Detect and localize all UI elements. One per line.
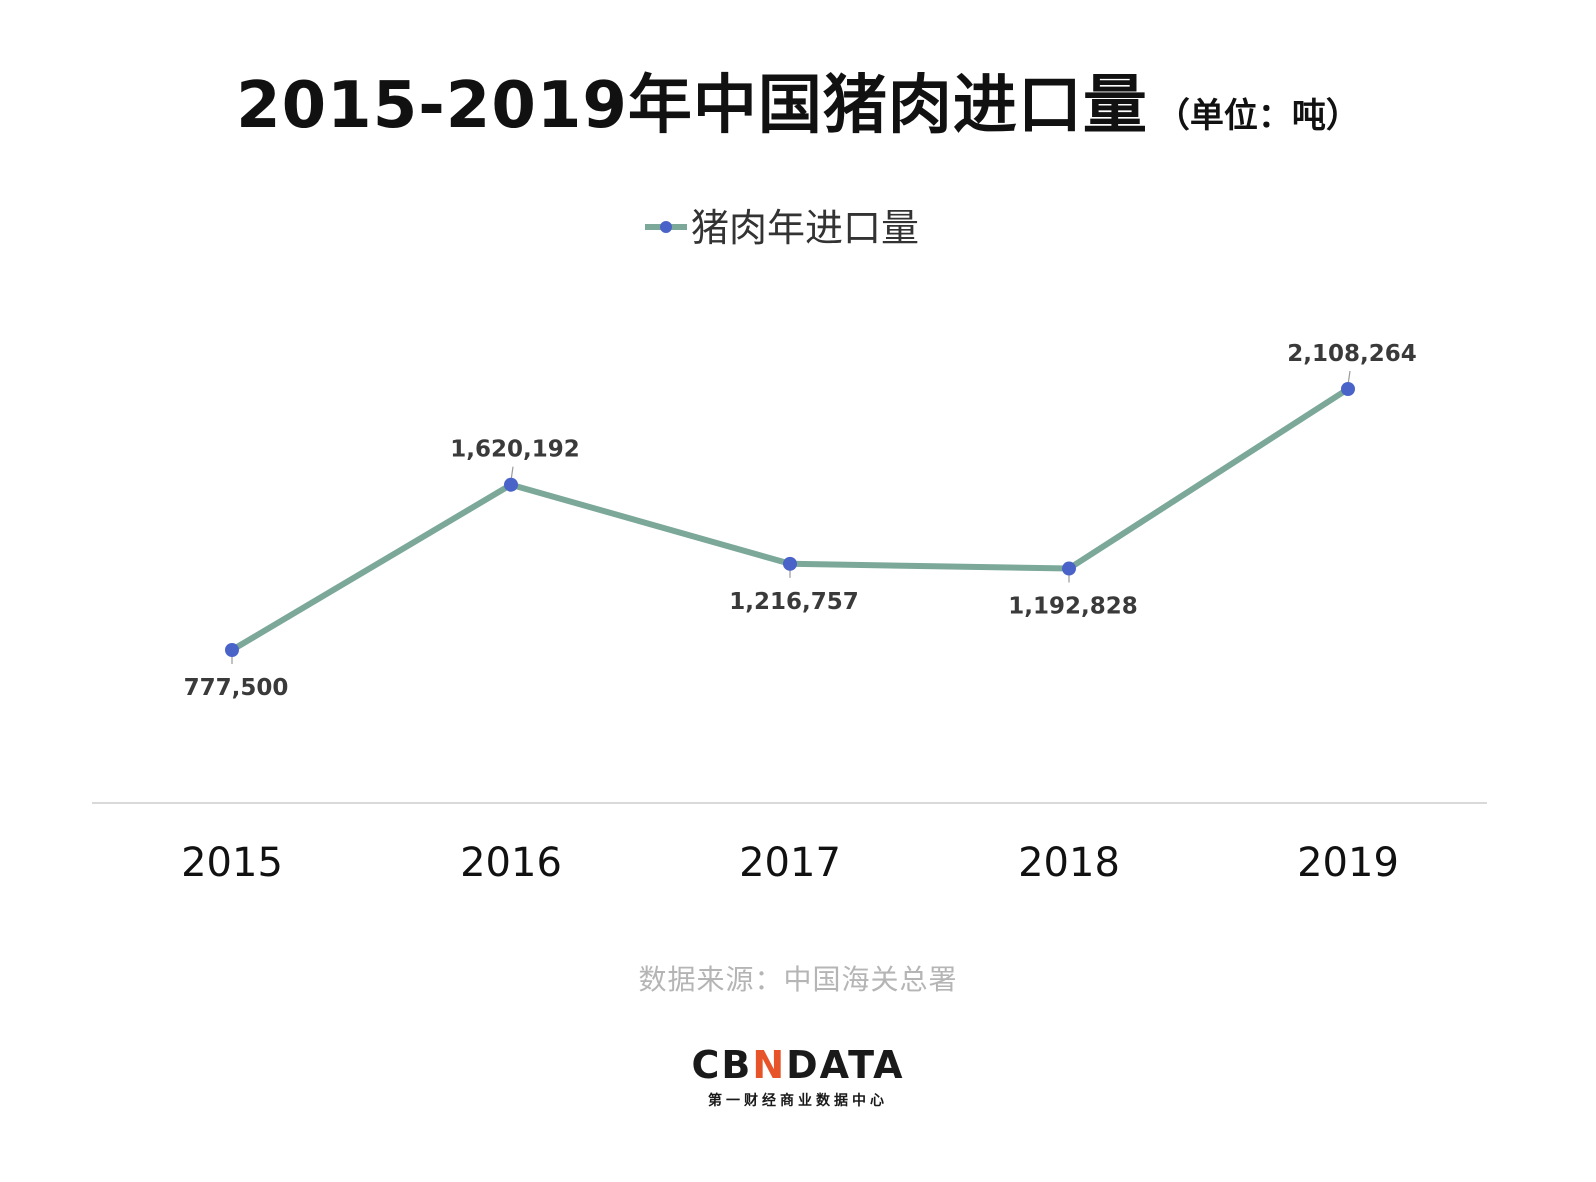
x-tick-label: 2018: [1018, 840, 1120, 886]
legend-marker-swatch: [660, 221, 672, 233]
x-tick-label: 2015: [181, 840, 283, 886]
logo-wordmark-post: DATA: [786, 1043, 905, 1087]
data-label: 2,108,264: [1287, 341, 1417, 367]
data-point-marker: [783, 556, 797, 571]
x-tick-label: 2019: [1297, 840, 1399, 886]
x-tick-label: 2016: [460, 840, 562, 886]
data-point-marker: [1062, 561, 1076, 576]
logo-wordmark-pre: CB: [691, 1043, 753, 1087]
chart-title-unit: （单位：吨）: [1155, 96, 1360, 136]
logo-wordmark-n: N: [752, 1043, 787, 1087]
x-tick-label: 2017: [739, 840, 841, 886]
data-point-marker: [504, 477, 518, 492]
data-label: 1,192,828: [1008, 594, 1138, 620]
data-label: 777,500: [184, 675, 289, 701]
data-label: 1,620,192: [450, 437, 580, 463]
logo-subtitle: 第一财经商业数据中心: [708, 1093, 888, 1109]
data-point-marker: [225, 643, 239, 657]
brand-logo: CBNDATA 第一财经商业数据中心: [0, 1042, 1596, 1110]
data-source-note: 数据来源：中国海关总署: [638, 963, 958, 996]
chart-title-main: 2015-2019年中国猪肉进口量: [236, 69, 1148, 143]
data-point-marker: [1341, 382, 1355, 396]
logo-wordmark: CBNDATA: [0, 1042, 1596, 1088]
data-label: 1,216,757: [729, 589, 859, 615]
legend-series-name: 猪肉年进口量: [691, 206, 919, 250]
chart-title: 2015-2019年中国猪肉进口量 （单位：吨）: [0, 54, 1596, 146]
